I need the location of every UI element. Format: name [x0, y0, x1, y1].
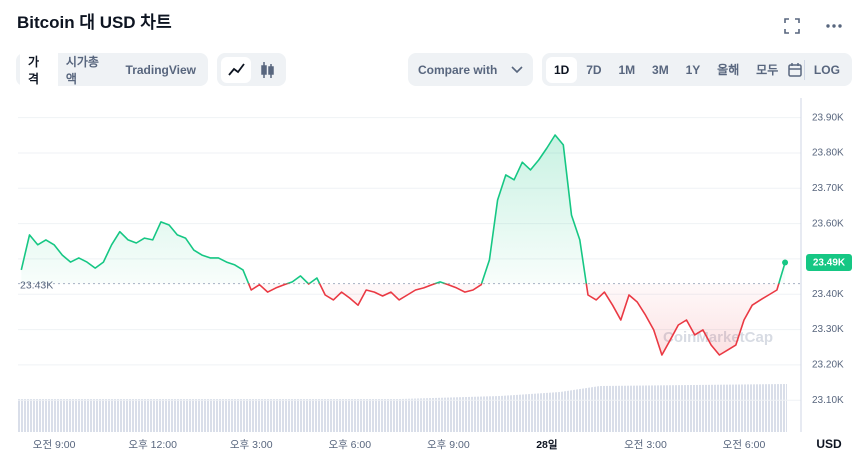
compare-label: Compare with — [418, 62, 498, 77]
chart-type-group — [217, 53, 286, 86]
tab-group: 가격 시가총액 TradingView — [16, 46, 208, 93]
baseline-label: 23.43K — [20, 279, 53, 291]
chevron — [511, 65, 523, 73]
volume-bars — [18, 384, 787, 432]
compare-dropdown[interactable]: Compare with — [408, 53, 533, 86]
price-area — [21, 135, 786, 355]
y-tick-label: 23.60K — [812, 218, 844, 229]
divider — [804, 59, 806, 80]
x-tick-label: 오후 3:00 — [230, 439, 273, 451]
y-tick-label: 23.90K — [812, 112, 844, 123]
x-tick-label: 오후 9:00 — [427, 439, 470, 451]
calendar-icon[interactable] — [787, 62, 803, 78]
chart-type-icons — [221, 56, 274, 83]
range-group: 1D 7D 1M 3M 1Y 올해 모두 LOG — [542, 53, 852, 86]
price-line — [20, 134, 786, 356]
title: Bitcoin 대 USD 차트 — [17, 13, 172, 32]
y-tick-label: 23.30K — [812, 324, 844, 335]
x-tick-label: 오전 3:00 — [624, 439, 667, 451]
y-tick-label: 23.10K — [812, 395, 844, 406]
range-button[interactable]: 모두 — [756, 63, 779, 77]
top-icons — [784, 18, 842, 34]
range-button[interactable]: 올해 — [717, 63, 740, 77]
x-tick-label: 오후 12:00 — [128, 439, 177, 451]
range-button[interactable]: 7D — [586, 62, 602, 77]
tab[interactable]: 시가총액 — [65, 54, 99, 86]
range-button[interactable]: 1Y — [685, 62, 701, 77]
log-button[interactable]: LOG — [813, 62, 840, 77]
x-tick-label: 오전 6:00 — [723, 439, 766, 451]
range-button[interactable]: 3M — [652, 62, 669, 77]
tab[interactable]: 가격 — [20, 46, 58, 93]
y-tick-label: 23.20K — [812, 360, 844, 371]
last-point — [782, 259, 789, 266]
line-icon — [228, 62, 245, 76]
candle-icon[interactable] — [261, 61, 274, 78]
x-tick-label: 오전 9:00 — [33, 439, 76, 451]
more-icon[interactable] — [826, 24, 842, 28]
y-tick-label: 23.40K — [812, 289, 844, 300]
y-tick-label: 23.80K — [812, 148, 844, 159]
range-button[interactable]: 1D — [546, 56, 578, 83]
last-price-box — [806, 253, 852, 271]
x-tick-label: 28일 — [536, 438, 557, 451]
y-tick-label: 23.70K — [812, 183, 844, 194]
currency-label: USD — [816, 437, 842, 451]
tab[interactable]: TradingView — [125, 62, 196, 77]
x-tick-label: 오후 6:00 — [328, 439, 371, 451]
fullscreen-icon[interactable] — [784, 18, 800, 34]
range-button[interactable]: 1M — [618, 62, 636, 77]
last-price-label: 23.49K — [813, 258, 846, 269]
